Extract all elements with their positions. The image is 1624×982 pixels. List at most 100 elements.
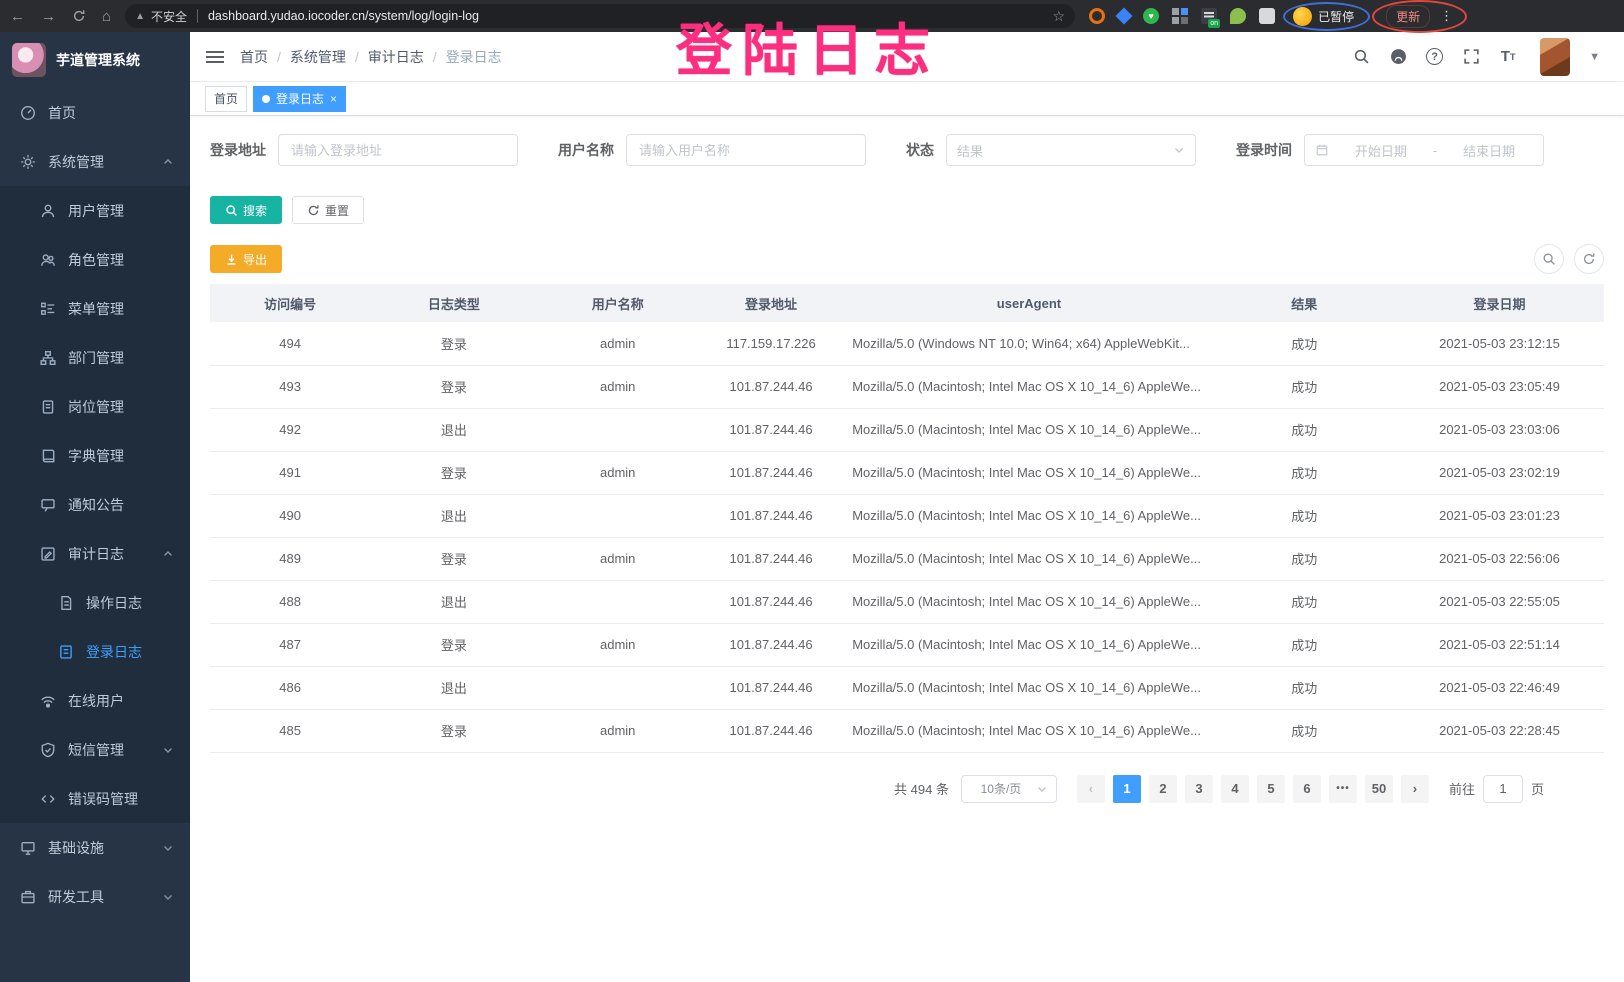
username-input[interactable]	[626, 134, 866, 166]
breadcrumb: 首页 / 系统管理 / 审计日志 / 登录日志	[240, 47, 502, 67]
sidebar-item-home[interactable]: 首页	[0, 88, 190, 137]
browser-extension-icon[interactable]	[1201, 8, 1221, 28]
page-button-6[interactable]: 6	[1292, 774, 1321, 803]
more-pages-button[interactable]: •••	[1328, 774, 1357, 803]
export-button[interactable]: 导出	[210, 245, 283, 273]
toggle-search-button[interactable]	[1534, 244, 1564, 274]
user-avatar[interactable]	[1540, 37, 1571, 76]
breadcrumb-item[interactable]: 系统管理	[289, 48, 346, 65]
sidebar-item-error-code[interactable]: 错误码管理	[0, 774, 190, 823]
sidebar-item-label: 基础设施	[48, 839, 104, 856]
sidebar-item-login-log[interactable]: 登录日志	[0, 627, 190, 676]
table-row[interactable]: 488 退出 101.87.244.46 Mozilla/5.0 (Macintosh…	[210, 580, 1604, 624]
browser-extension-icon[interactable]	[1115, 7, 1133, 25]
date-separator: -	[1432, 142, 1438, 158]
sidebar-item-dict-management[interactable]: 字典管理	[0, 431, 190, 480]
table-cell: 117.159.17.226	[697, 322, 845, 366]
reload-icon[interactable]	[72, 9, 86, 23]
table-row[interactable]: 494 登录 admin 117.159.17.226 Mozilla/5.0 (Win…	[210, 322, 1604, 366]
sms-icon	[40, 742, 56, 758]
search-button[interactable]: 搜索	[210, 196, 283, 224]
sidebar-item-user-management[interactable]: 用户管理	[0, 186, 190, 235]
page-button-50[interactable]: 50	[1364, 774, 1393, 803]
forward-icon[interactable]: →	[41, 7, 56, 25]
tab-首页[interactable]: 首页	[205, 85, 248, 112]
browser-extensions: ♥	[1089, 7, 1276, 28]
table-cell: 成功	[1213, 580, 1395, 624]
sidebar-item-post-management[interactable]: 岗位管理	[0, 382, 190, 431]
browser-extension-icon[interactable]	[1172, 8, 1189, 24]
sidebar-item-label: 首页	[48, 104, 76, 121]
table-row[interactable]: 487 登录 admin 101.87.244.46 Mozilla/5.0 (Maci…	[210, 623, 1604, 667]
sidebar-item-operation-log[interactable]: 操作日志	[0, 578, 190, 627]
page-button-2[interactable]: 2	[1148, 774, 1177, 803]
sidebar-item-online-users[interactable]: 在线用户	[0, 676, 190, 725]
next-page-button[interactable]: ›	[1400, 774, 1429, 803]
sidebar-item-notice[interactable]: 通知公告	[0, 480, 190, 529]
breadcrumb-item[interactable]: 审计日志	[367, 48, 424, 65]
page-size-select[interactable]: 10条/页	[960, 774, 1057, 803]
sidebar-item-dev-tools[interactable]: 研发工具	[0, 872, 190, 921]
sidebar-item-audit-log[interactable]: 审计日志	[0, 529, 190, 578]
extensions-puzzle-icon[interactable]	[1259, 8, 1276, 24]
table-row[interactable]: 493 登录 admin 101.87.244.46 Mozilla/5.0 (Maci…	[210, 365, 1604, 409]
fullscreen-icon[interactable]	[1462, 48, 1480, 66]
app-logo[interactable]: 芋道管理系统	[0, 32, 190, 88]
table-row[interactable]: 491 登录 admin 101.87.244.46 Mozilla/5.0 (Maci…	[210, 451, 1604, 495]
table-cell: 488	[210, 580, 371, 624]
prev-page-button[interactable]: ‹	[1076, 774, 1105, 803]
chevron-down-icon[interactable]: ▼	[1589, 50, 1600, 63]
table-cell: 101.87.244.46	[697, 580, 845, 624]
browser-extension-icon[interactable]	[1089, 8, 1106, 24]
refresh-table-button[interactable]	[1574, 244, 1604, 274]
sidebar-item-menu-management[interactable]: 菜单管理	[0, 284, 190, 333]
page-button-1[interactable]: 1	[1112, 774, 1141, 803]
browser-extension-icon[interactable]: ♥	[1143, 8, 1160, 24]
back-icon[interactable]: ←	[10, 7, 25, 25]
page-button-5[interactable]: 5	[1256, 774, 1285, 803]
hamburger-icon[interactable]	[206, 50, 224, 63]
login-time-range-picker[interactable]: 开始日期 - 结束日期	[1304, 134, 1544, 166]
table-cell: 登录	[370, 322, 538, 366]
search-icon[interactable]	[1352, 48, 1370, 66]
sidebar-item-sms-management[interactable]: 短信管理	[0, 725, 190, 774]
table-row[interactable]: 485 登录 admin 101.87.244.46 Mozilla/5.0 (Maci…	[210, 709, 1604, 753]
browser-menu-icon[interactable]: ⋮	[1440, 8, 1454, 23]
status-label: 状态	[906, 142, 934, 158]
date-end-placeholder: 结束日期	[1463, 143, 1516, 159]
update-button[interactable]: 更新	[1386, 4, 1431, 28]
sidebar-item-infrastructure[interactable]: 基础设施	[0, 823, 190, 872]
login-address-input[interactable]	[278, 134, 518, 166]
table-row[interactable]: 489 登录 admin 101.87.244.46 Mozilla/5.0 (Maci…	[210, 537, 1604, 581]
bookmark-star-icon[interactable]: ☆	[1052, 7, 1066, 24]
table-cell: 101.87.244.46	[697, 537, 845, 581]
table-row[interactable]: 490 退出 101.87.244.46 Mozilla/5.0 (Macintosh…	[210, 494, 1604, 538]
reset-button[interactable]: 重置	[292, 196, 365, 224]
sidebar-item-dept-management[interactable]: 部门管理	[0, 333, 190, 382]
sidebar-item-role-management[interactable]: 角色管理	[0, 235, 190, 284]
status-select-placeholder: 结果	[957, 143, 984, 159]
sidebar-item-system-management[interactable]: 系统管理	[0, 137, 190, 186]
browser-profile-chip[interactable]: 已暂停	[1283, 1, 1371, 31]
status-select[interactable]: 结果	[946, 134, 1196, 166]
breadcrumb-item[interactable]: 首页	[240, 48, 268, 65]
tab-登录日志[interactable]: 登录日志 ×	[253, 85, 347, 112]
goto-label: 前往	[1448, 782, 1475, 797]
table-cell: admin	[537, 537, 698, 581]
page-button-4[interactable]: 4	[1220, 774, 1249, 803]
audit-icon	[40, 546, 56, 562]
close-icon[interactable]: ×	[330, 91, 338, 106]
page-button-3[interactable]: 3	[1184, 774, 1213, 803]
table-row[interactable]: 492 退出 101.87.244.46 Mozilla/5.0 (Macintosh…	[210, 408, 1604, 452]
github-icon[interactable]	[1389, 48, 1407, 66]
search-icon	[225, 204, 238, 217]
table-row[interactable]: 486 退出 101.87.244.46 Mozilla/5.0 (Macintosh…	[210, 666, 1604, 710]
goto-page-input[interactable]	[1482, 774, 1523, 803]
table-cell: Mozilla/5.0 (Macintosh; Intel Mac OS X 1…	[844, 365, 1214, 409]
browser-extension-icon[interactable]	[1230, 8, 1247, 24]
help-icon[interactable]: ?	[1426, 48, 1444, 65]
home-icon[interactable]: ⌂	[102, 7, 112, 25]
address-bar[interactable]: ▲ 不安全 dashboard.yudao.iocoder.cn/system/…	[125, 4, 1076, 28]
